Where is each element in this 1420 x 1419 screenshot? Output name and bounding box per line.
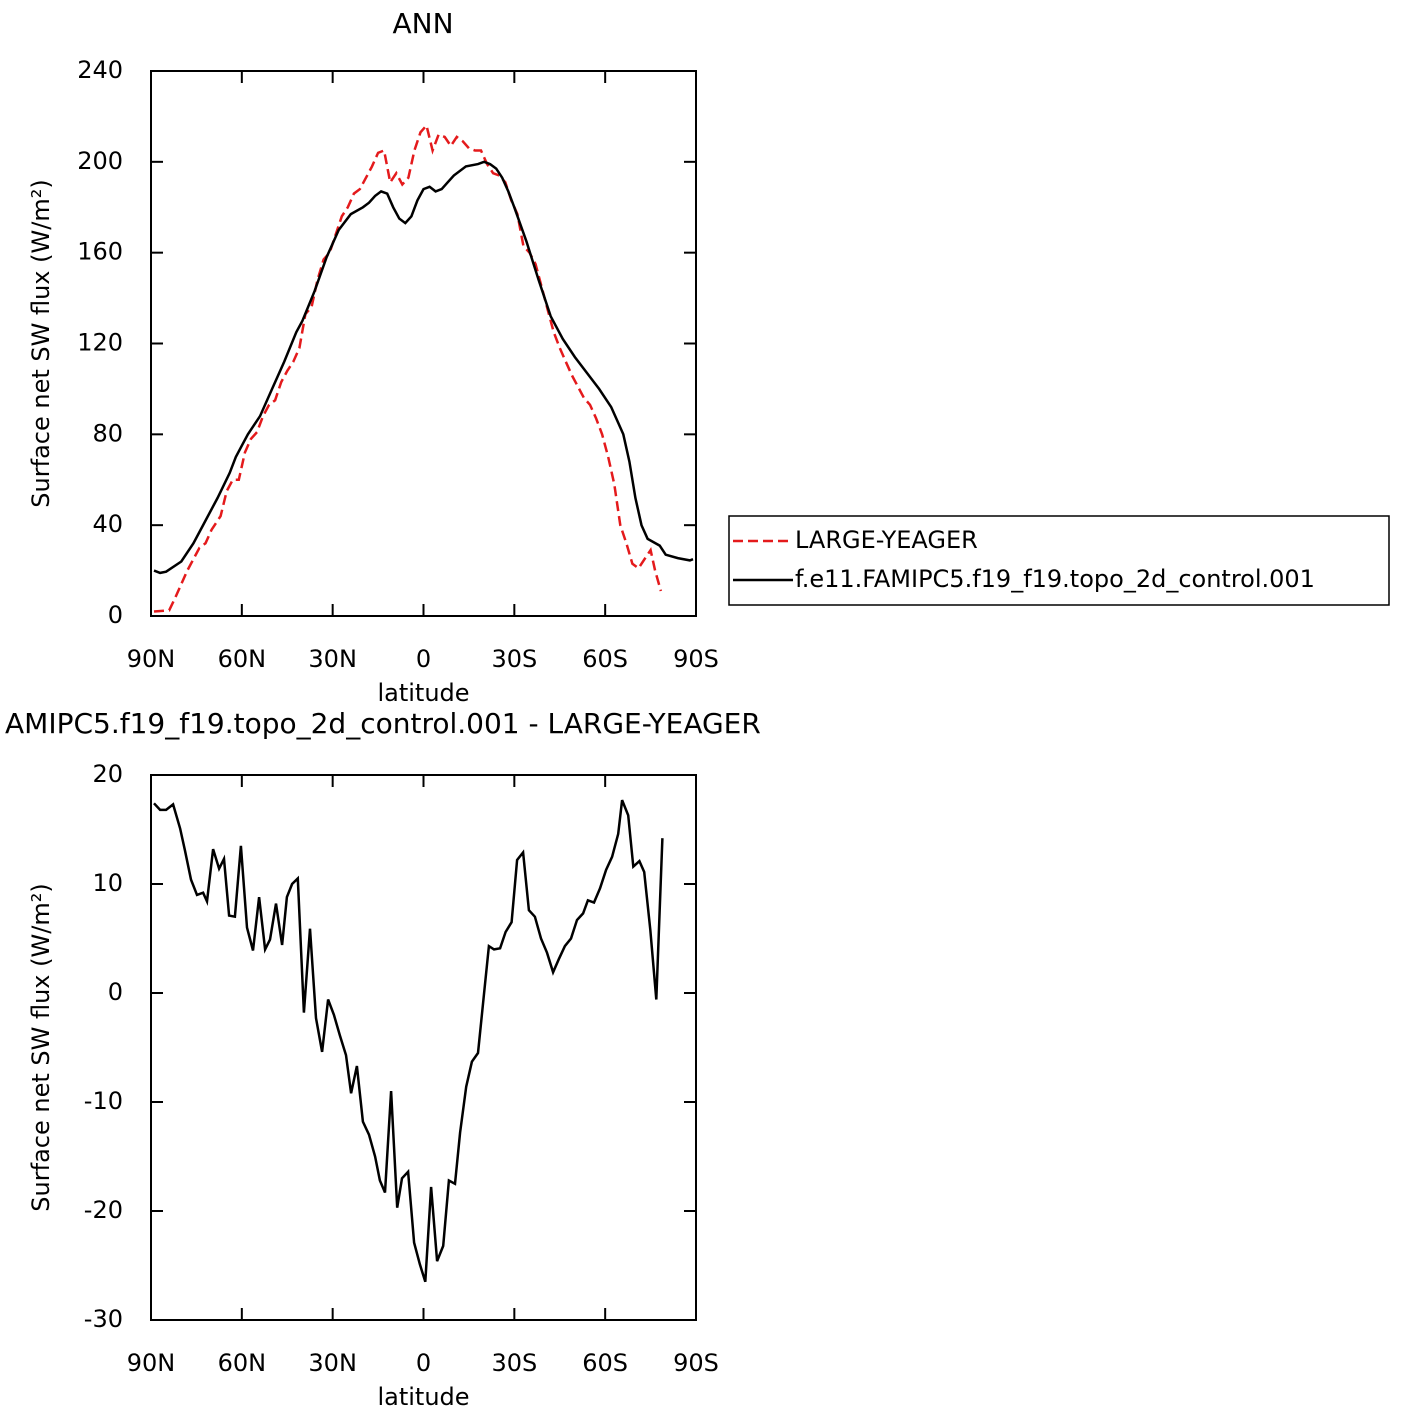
y-tick-label: 200 — [77, 147, 123, 175]
y-axis-label: Surface net SW flux (W/m²) — [27, 883, 55, 1211]
y-tick-label: -10 — [84, 1087, 123, 1115]
x-tick-label: 60N — [218, 1349, 267, 1377]
y-tick-label: 240 — [77, 56, 123, 84]
y-tick-label: -30 — [84, 1305, 123, 1333]
y-tick-label: 10 — [92, 869, 123, 897]
y-tick-label: 20 — [92, 760, 123, 788]
y-tick-label: 0 — [108, 601, 123, 629]
data-line — [153, 799, 664, 1283]
y-tick-label: 80 — [92, 419, 123, 447]
x-tick-label: 30S — [491, 1349, 537, 1377]
x-tick-label: 60S — [582, 1349, 628, 1377]
data-line — [153, 160, 694, 575]
x-tick-label: 0 — [416, 645, 431, 673]
x-tick-label: 90S — [673, 1349, 719, 1377]
x-axis-label: latitude — [377, 679, 469, 707]
y-axis-label: Surface net SW flux (W/m²) — [27, 179, 55, 507]
plot-frame — [150, 774, 697, 1321]
y-tick-label: 120 — [77, 329, 123, 357]
legend-label: LARGE-YEAGER — [795, 526, 978, 554]
x-tick-label: 60S — [582, 645, 628, 673]
x-tick-label: 60N — [218, 645, 267, 673]
y-tick-label: -20 — [84, 1196, 123, 1224]
y-tick-label: 40 — [92, 510, 123, 538]
x-tick-label: 90N — [127, 645, 176, 673]
x-tick-label: 30N — [308, 645, 357, 673]
chart-title: ANN — [392, 7, 453, 40]
legend-box — [728, 515, 1390, 606]
x-tick-label: 30N — [308, 1349, 357, 1377]
plot-frame — [150, 70, 697, 617]
y-tick-label: 0 — [108, 978, 123, 1006]
chart-title: AMIPC5.f19_f19.topo_2d_control.001 - LAR… — [5, 707, 761, 740]
y-tick-label: 160 — [77, 238, 123, 266]
x-axis-label: latitude — [377, 1383, 469, 1411]
legend-label: f.e11.FAMIPC5.f19_f19.topo_2d_control.00… — [795, 565, 1315, 593]
data-line — [153, 122, 663, 613]
x-tick-label: 30S — [491, 645, 537, 673]
x-tick-label: 90S — [673, 645, 719, 673]
x-tick-label: 0 — [416, 1349, 431, 1377]
x-tick-label: 90N — [127, 1349, 176, 1377]
